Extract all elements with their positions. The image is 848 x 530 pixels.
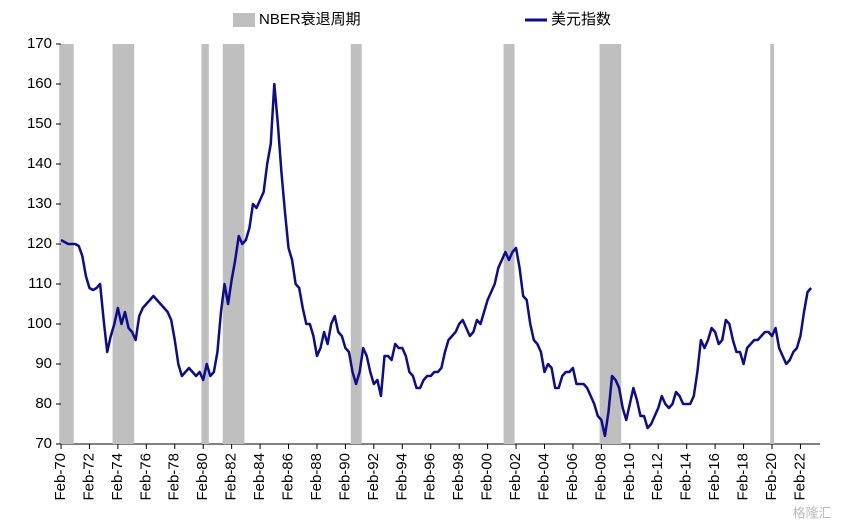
x-tick-label: Feb-04: [535, 453, 552, 501]
legend-swatch: [233, 13, 255, 27]
recession-bar: [233, 44, 238, 444]
x-tick-label: Feb-72: [80, 453, 97, 501]
y-tick-label: 150: [27, 115, 52, 132]
recession-bar: [510, 44, 515, 444]
recession-bar: [222, 44, 227, 444]
y-tick-label: 140: [27, 155, 52, 172]
y-tick-label: 120: [27, 235, 52, 252]
x-tick-label: Feb-94: [393, 453, 410, 501]
recession-bar: [112, 44, 117, 444]
recession-bar: [59, 44, 64, 444]
x-tick-label: Feb-82: [223, 453, 240, 501]
watermark: 格隆汇: [792, 505, 831, 520]
recession-bar: [229, 44, 234, 444]
x-tick-label: Feb-14: [678, 453, 695, 501]
x-tick-label: Feb-98: [450, 453, 467, 501]
recession-bar: [123, 44, 128, 444]
x-tick-label: Feb-06: [564, 453, 581, 501]
y-tick-label: 100: [27, 315, 52, 332]
recession-bar: [503, 44, 508, 444]
recession-bar: [201, 44, 206, 444]
x-tick-label: Feb-02: [507, 453, 524, 501]
x-tick-label: Feb-16: [706, 453, 723, 501]
recession-bar: [507, 44, 512, 444]
recession-bar: [357, 44, 362, 444]
x-tick-label: Feb-92: [365, 453, 382, 501]
recession-bar: [617, 44, 622, 444]
legend-label: 美元指数: [551, 11, 611, 28]
recession-bar: [603, 44, 607, 444]
recession-bar: [130, 44, 135, 444]
y-tick-label: 160: [27, 75, 52, 92]
recession-bar: [610, 44, 615, 444]
y-tick-label: 170: [27, 35, 52, 52]
recession-bar: [770, 44, 775, 444]
x-tick-label: Feb-12: [649, 453, 666, 501]
index-line: [60, 82, 813, 438]
recession-bar: [116, 44, 120, 444]
y-tick-label: 110: [28, 275, 52, 292]
x-tick-label: Feb-90: [336, 453, 353, 501]
y-tick-label: 80: [35, 395, 52, 412]
recession-bar: [62, 44, 67, 444]
recession-bar: [350, 44, 355, 444]
recession-bar: [599, 44, 604, 444]
x-tick-label: Feb-96: [422, 453, 439, 501]
x-tick-label: Feb-80: [194, 453, 211, 501]
recession-bar: [613, 44, 618, 444]
x-tick-label: Feb-20: [763, 453, 780, 501]
x-tick-label: Feb-22: [791, 453, 808, 501]
legend-label: NBER衰退周期: [259, 11, 361, 28]
recession-bar: [204, 44, 209, 444]
x-tick-label: Feb-10: [621, 453, 638, 501]
recession-bar: [606, 44, 611, 444]
x-tick-label: Feb-86: [279, 453, 296, 501]
x-tick-label: Feb-88: [308, 453, 325, 501]
recession-bar: [226, 44, 231, 444]
x-tick-label: Feb-74: [109, 453, 126, 501]
y-tick-label: 90: [35, 355, 52, 372]
recession-bar: [354, 44, 359, 444]
x-tick-label: Feb-70: [52, 453, 69, 501]
x-tick-label: Feb-00: [479, 453, 496, 501]
recession-bar: [126, 44, 131, 444]
x-tick-label: Feb-78: [166, 453, 183, 501]
x-tick-label: Feb-84: [251, 453, 268, 501]
x-tick-label: Feb-18: [735, 453, 752, 501]
y-tick-label: 130: [27, 195, 52, 212]
recession-bar: [119, 44, 124, 444]
x-tick-label: Feb-08: [592, 453, 609, 501]
x-tick-label: Feb-76: [137, 453, 154, 501]
y-tick-label: 70: [35, 435, 52, 452]
recession-bar: [236, 44, 241, 444]
